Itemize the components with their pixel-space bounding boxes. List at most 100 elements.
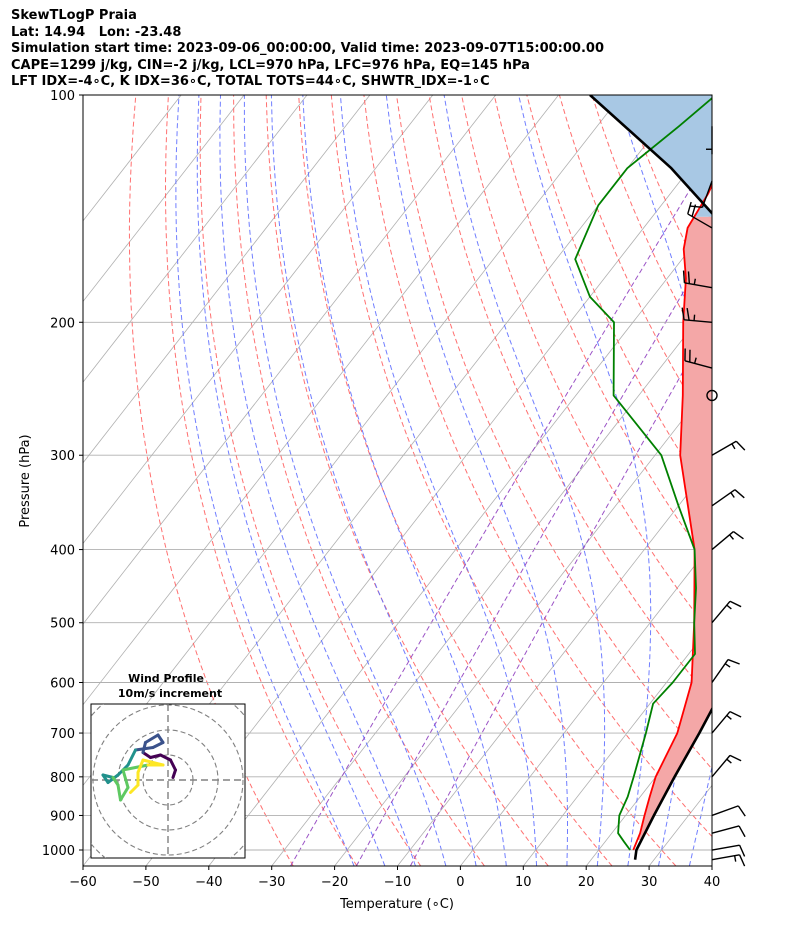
x-tick-label: −10 [384, 875, 411, 890]
wind-barb-staff [711, 440, 737, 456]
wind-barb-flag [687, 201, 692, 215]
wind-barb-flag [729, 754, 742, 762]
hodograph-segment [141, 758, 165, 767]
wind-barb-flag [727, 658, 740, 665]
moist-adiabat-line [339, 95, 538, 866]
moist-adiabat-line [518, 95, 652, 866]
isotherm-line [83, 95, 496, 625]
indices-line: LFT IDX=-4∘C, K IDX=36∘C, TOTAL TOTS=44∘… [11, 74, 490, 89]
wind-barb-half [729, 534, 735, 540]
y-tick-label: 400 [50, 544, 75, 559]
isotherm-line [522, 623, 712, 866]
wind-barb-staff [711, 825, 740, 834]
wind-barb-staff [701, 180, 713, 208]
dry-adiabat-line [755, 95, 794, 866]
temperature-line [632, 183, 712, 851]
wind-barb-half [726, 604, 732, 610]
y-axis-label: Pressure (hPa) [18, 434, 33, 527]
wind-barb-staff [711, 531, 734, 551]
wind-barb-flag [738, 844, 746, 857]
hodograph-subtitle: 10m/s increment [118, 687, 222, 700]
wind-barb-flag [733, 530, 744, 540]
dry-adiabat-line [363, 95, 712, 838]
wind-barb [711, 854, 746, 867]
cape-shading [637, 216, 712, 840]
wind-barb-flag [687, 271, 691, 284]
hodograph-segment [119, 786, 130, 802]
moist-adiabat-line [243, 95, 447, 866]
wind-barb [684, 348, 713, 369]
isotherm-line [334, 381, 712, 866]
wind-barb-half [693, 357, 697, 364]
wind-barb-flag [737, 805, 746, 817]
location-line: Lat: 14.94 Lon: -23.48 [11, 24, 182, 40]
isotherm-line [83, 95, 559, 706]
x-tick-label: 20 [578, 875, 595, 890]
wind-barb-flag [729, 600, 742, 608]
wind-barb-staff [711, 754, 731, 778]
wind-barb [711, 600, 742, 624]
y-axis-ticks: 1000 900 800 700 600 500 400 300 200 100 [42, 89, 83, 859]
wind-barb-half [693, 278, 697, 285]
isotherm-line [460, 542, 712, 866]
moist-adiabat-line [385, 95, 568, 866]
parcel-line [589, 95, 712, 860]
wind-barb [711, 825, 746, 838]
x-tick-label: 10 [515, 875, 532, 890]
dry-adiabat-line [233, 95, 485, 866]
wind-barb [711, 440, 746, 456]
hodograph-segment [159, 753, 172, 762]
moist-adiabat-line [270, 95, 477, 866]
y-tick-label: 700 [50, 727, 75, 742]
hodograph-title: Wind Profile [128, 672, 204, 685]
wind-barb-flag [729, 710, 742, 718]
moist-adiabat-line [302, 95, 507, 866]
mixing-ratio-line [290, 152, 712, 866]
hodograph-segment [141, 751, 152, 759]
y-tick-label: 200 [50, 316, 75, 331]
y-tick-label: 100 [50, 89, 75, 104]
wind-barb [711, 710, 742, 734]
dry-adiabat-line [298, 95, 613, 866]
wind-barb [711, 805, 746, 817]
mixing-ratio-line [355, 242, 712, 866]
dewpoint-line [574, 97, 712, 851]
wind-barb-staff [711, 711, 731, 734]
x-tick-label: −40 [195, 875, 222, 890]
hodograph-segment [126, 748, 137, 767]
y-tick-label: 1000 [42, 844, 75, 859]
x-axis-ticks: −60 −50 −40 −30 −20 −10 0 10 20 30 40 [69, 866, 720, 890]
x-tick-label: 0 [456, 875, 464, 890]
x-tick-label: 30 [641, 875, 658, 890]
y-tick-label: 600 [50, 677, 75, 692]
y-tick-label: 800 [50, 771, 75, 786]
hodograph-segment [121, 763, 150, 772]
cin-shading [590, 95, 712, 217]
x-tick-label: −60 [69, 875, 96, 890]
mixing-ratio-line [409, 319, 712, 866]
hodograph-segment [121, 768, 130, 789]
wind-barb [711, 844, 746, 857]
dry-adiabat-line [265, 95, 549, 866]
isotherm-line [145, 139, 712, 866]
dry-adiabat-line [128, 95, 294, 866]
calm-wind-marker [706, 389, 718, 402]
wind-barb-half [733, 855, 737, 862]
wind-barb-half [731, 443, 736, 450]
wind-barb-flag [681, 307, 685, 320]
dry-adiabat-line [461, 95, 712, 636]
wind-barb [706, 126, 713, 155]
wind-barb [711, 658, 740, 683]
wind-barb-staff [711, 600, 731, 624]
hodograph-segment [101, 773, 115, 779]
wind-barb-half [724, 663, 731, 668]
x-tick-label: 40 [704, 875, 721, 890]
wind-barbs [681, 126, 746, 867]
cape-line: CAPE=1299 j/kg, CIN=-2 j/kg, LCL=970 hPa… [11, 57, 530, 73]
hodograph-segment [151, 741, 165, 749]
dry-adiabat-line [493, 95, 712, 569]
isotherm-line [83, 95, 308, 383]
wind-barb-staff [711, 844, 740, 851]
wind-barb [711, 754, 742, 778]
